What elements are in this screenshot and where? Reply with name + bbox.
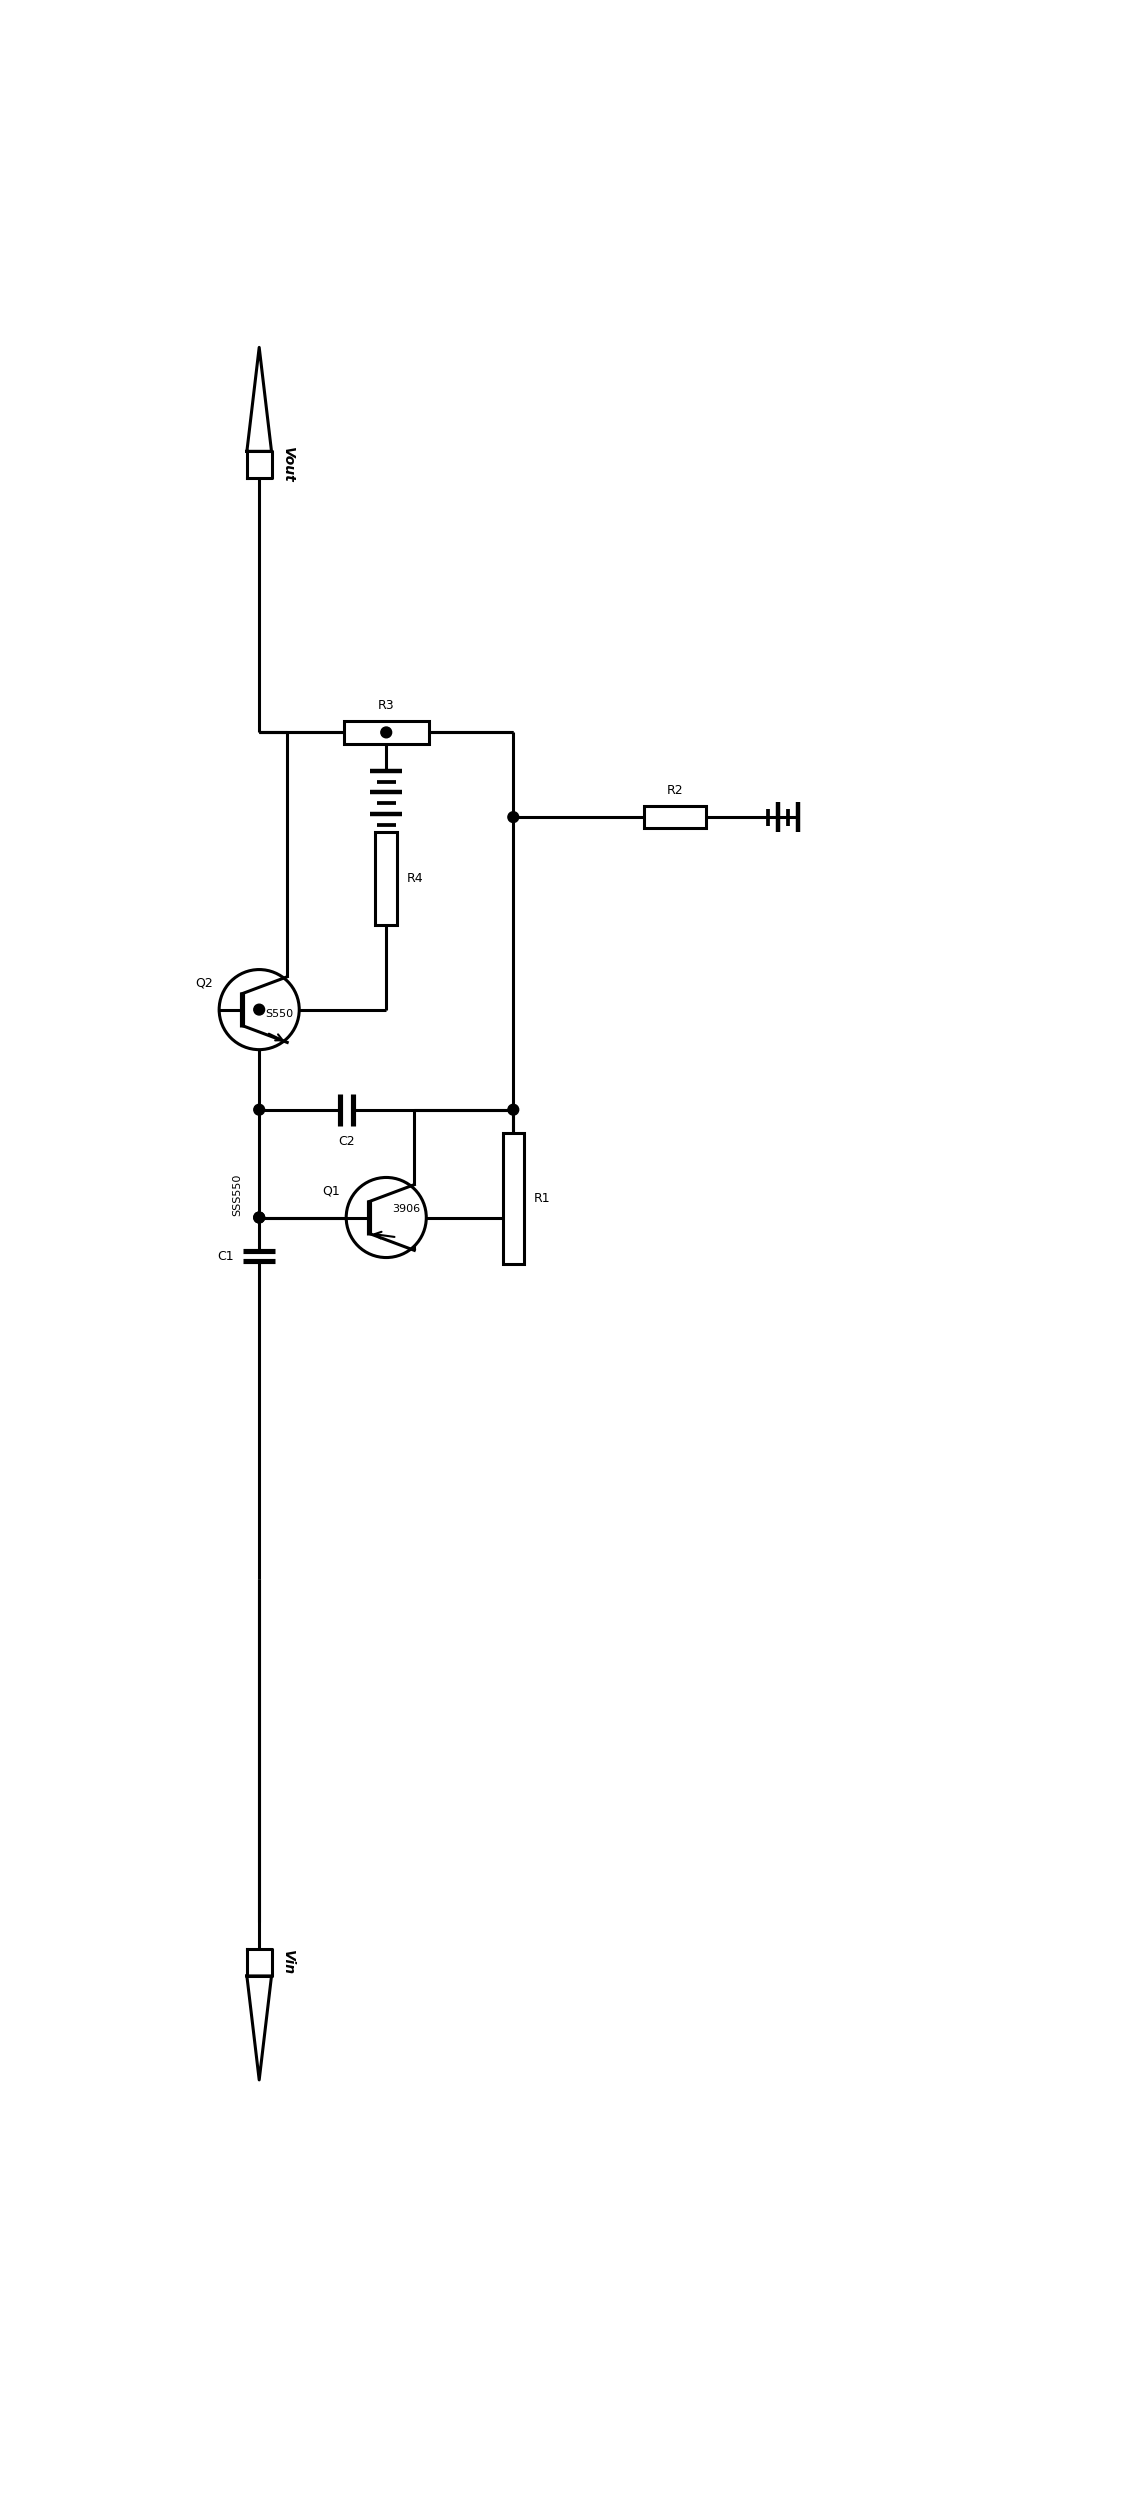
Polygon shape [247,1975,272,2081]
Text: Q1: Q1 [322,1185,340,1197]
Polygon shape [247,346,272,452]
Circle shape [508,811,518,823]
Text: R2: R2 [667,783,683,798]
Text: C2: C2 [338,1135,355,1147]
Bar [645,806,706,828]
Circle shape [254,1212,265,1222]
Circle shape [219,969,300,1049]
Polygon shape [247,452,272,479]
Bar [344,720,428,743]
Text: C1: C1 [218,1250,233,1263]
Text: SSS550: SSS550 [232,1172,242,1215]
Text: R4: R4 [406,871,423,886]
Circle shape [254,1212,265,1222]
Text: Vin: Vin [281,1950,295,1975]
Circle shape [346,1177,426,1258]
Circle shape [254,1004,265,1014]
Bar [503,1132,524,1263]
Text: R3: R3 [378,698,394,713]
Circle shape [508,1104,518,1114]
Text: R1: R1 [533,1192,550,1205]
Text: 3906: 3906 [392,1205,420,1215]
Text: Q2: Q2 [195,976,213,989]
Circle shape [254,1104,265,1114]
Circle shape [381,728,392,738]
Text: Vout: Vout [281,447,295,482]
Bar [375,833,397,924]
Polygon shape [247,1948,272,1975]
Text: S550: S550 [265,1009,293,1019]
